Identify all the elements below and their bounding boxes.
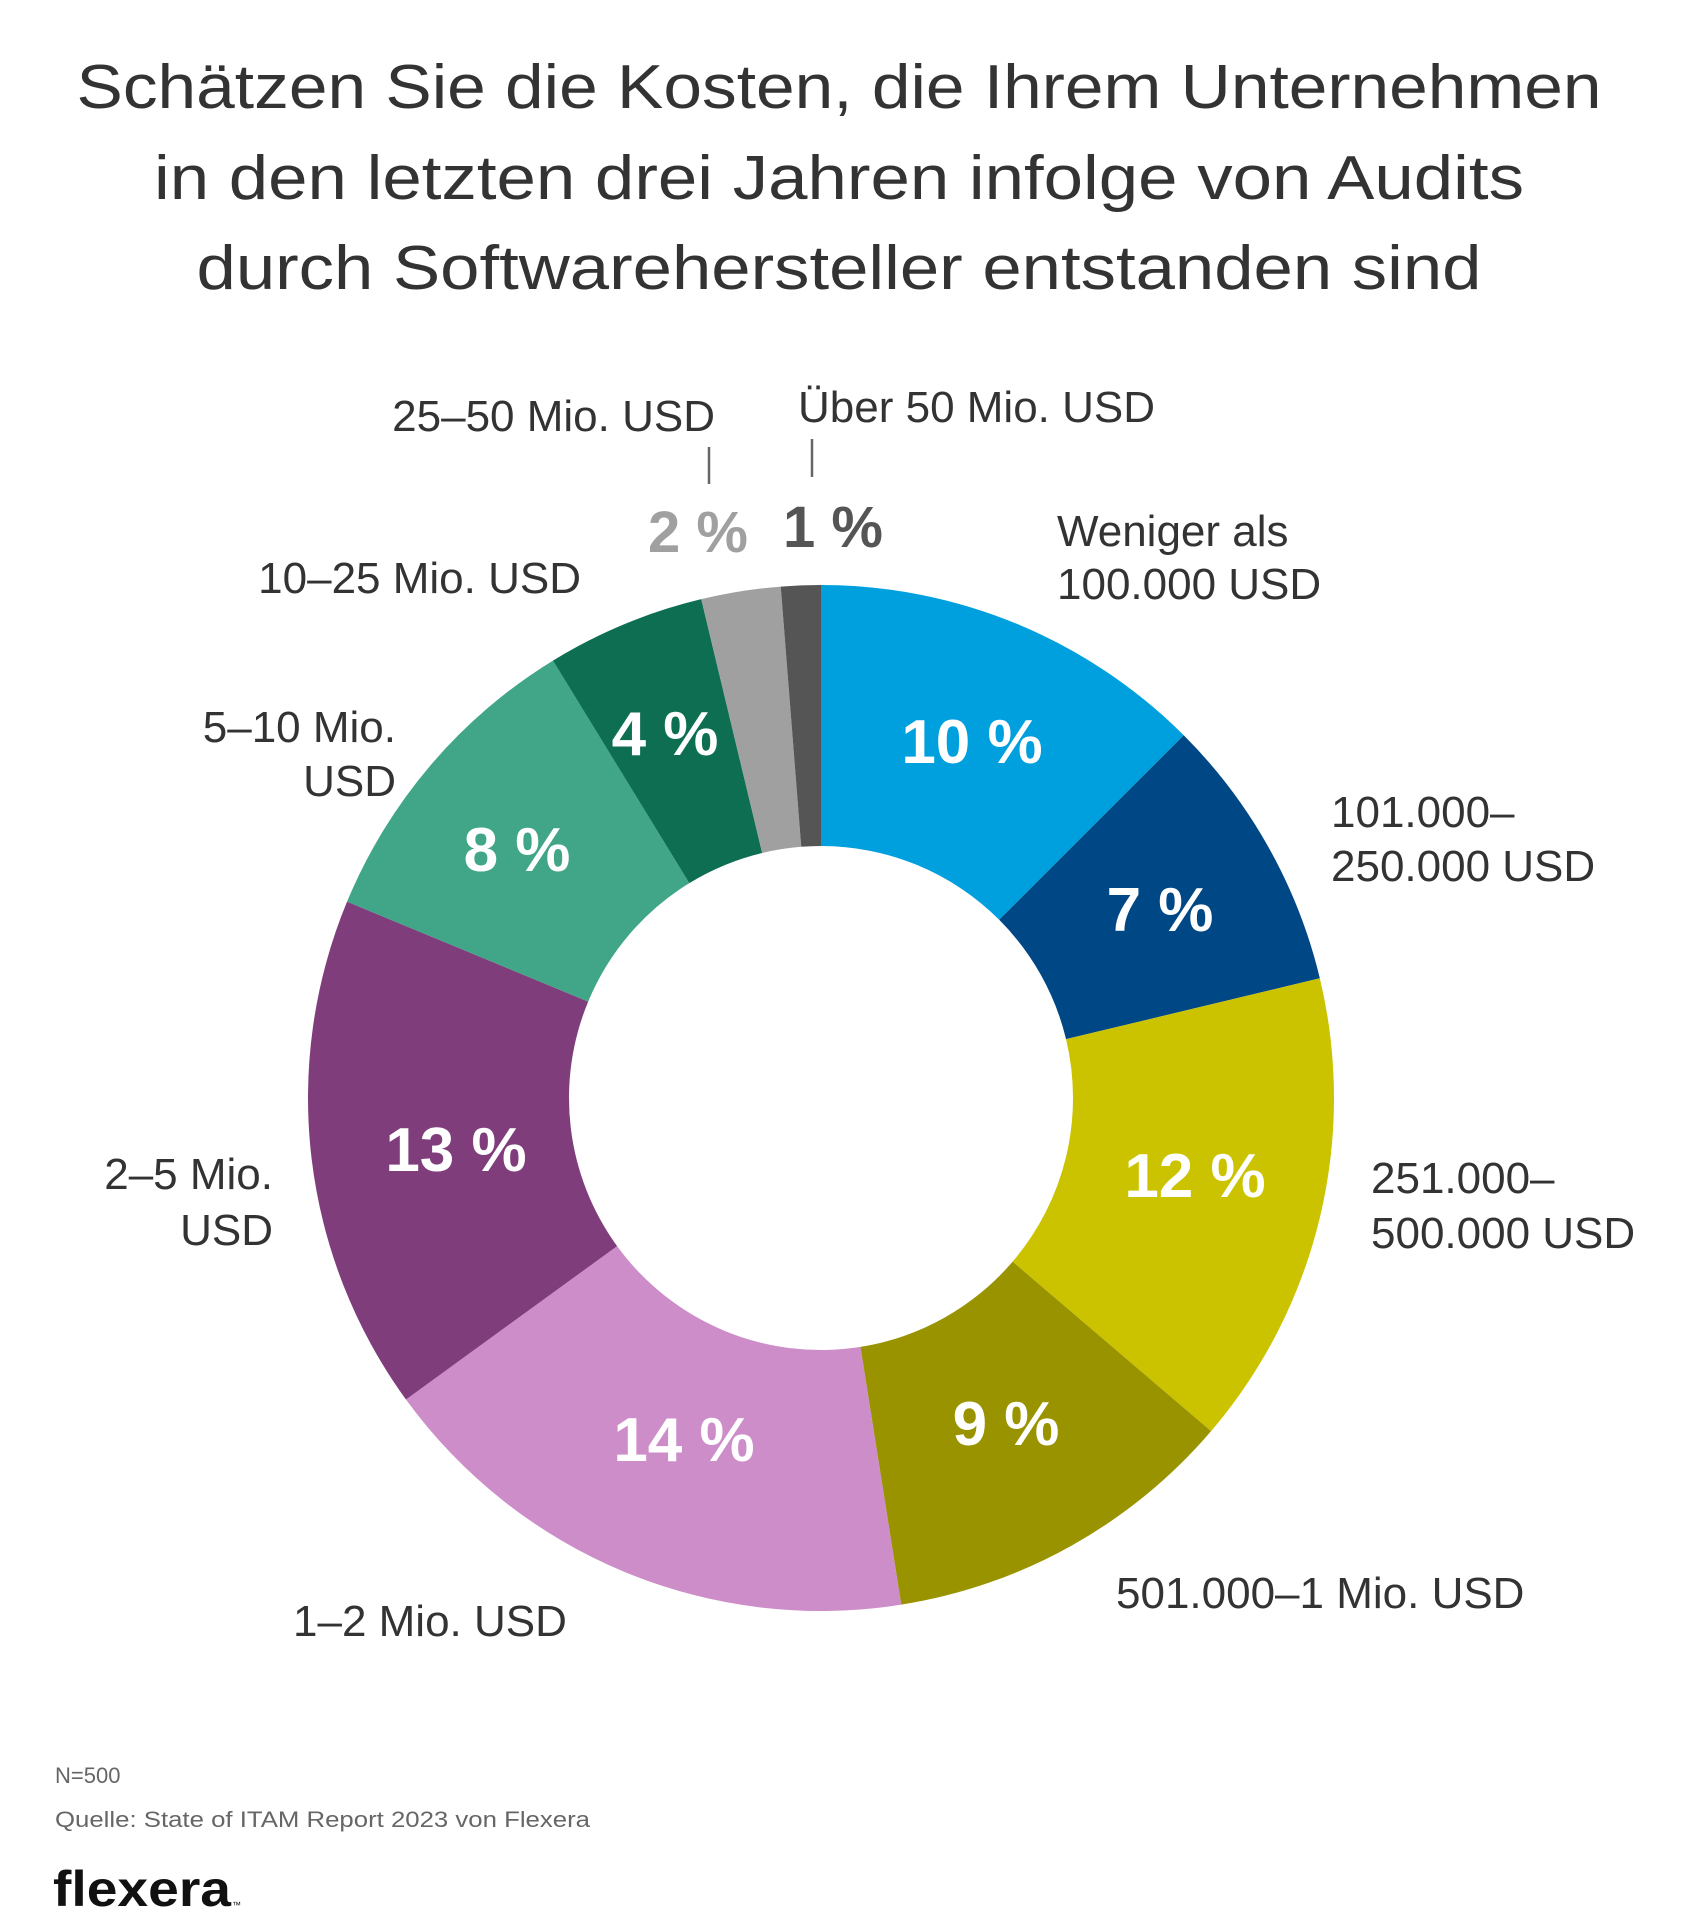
slice-value-label: 2 %	[648, 500, 748, 565]
donut-slice	[701, 586, 802, 853]
source-note: Quelle: State of ITAM Report 2023 von Fl…	[55, 1807, 591, 1832]
slice-category-label: 251.000–	[1371, 1154, 1555, 1203]
slice-category-label: 1–2 Mio. USD	[293, 1597, 567, 1646]
slice-category-label: 5–10 Mio.	[203, 703, 396, 752]
donut-slice	[860, 1261, 1212, 1605]
donut-slice	[405, 1246, 902, 1611]
donut-slice	[308, 901, 618, 1400]
sample-size-note: N=500	[55, 1763, 120, 1788]
slice-category-label: USD	[180, 1206, 273, 1255]
slice-value-label: 13 %	[385, 1116, 526, 1185]
donut-slice	[347, 660, 690, 1002]
donut-slice	[1012, 978, 1334, 1432]
slice-category-label: USD	[303, 757, 396, 806]
slice-category-label: 501.000–1 Mio. USD	[1116, 1569, 1524, 1618]
slice-value-label: 1 %	[783, 495, 883, 560]
donut-slice	[552, 599, 763, 884]
slice-value-label: 7 %	[1107, 876, 1214, 945]
slice-value-label: 12 %	[1124, 1142, 1265, 1211]
slice-category-label: 101.000–	[1331, 788, 1515, 837]
slice-category-label: 250.000 USD	[1331, 842, 1595, 891]
slice-value-labels: 10 % 7 % 12 % 9 % 14 % 13 % 8 % 4 % 2 % 1 %	[385, 495, 1265, 1475]
chart-title: Schätzen Sie die Kosten, die Ihrem Unter…	[77, 53, 1602, 303]
slice-value-label: 14 %	[613, 1406, 754, 1475]
flexera-logo: flexera	[53, 1861, 232, 1917]
donut-slice	[821, 585, 1184, 920]
donut-slice	[999, 735, 1320, 1040]
slice-value-label: 8 %	[464, 816, 571, 885]
slice-category-label: 500.000 USD	[1371, 1209, 1635, 1258]
slice-category-label: 100.000 USD	[1057, 560, 1321, 609]
slice-value-label: 10 %	[901, 708, 1042, 777]
slice-category-label: Weniger als	[1057, 507, 1289, 556]
slice-category-label: 2–5 Mio.	[104, 1150, 273, 1199]
trademark-mark: ™	[232, 1900, 241, 1910]
chart-title-line-3: durch Softwarehersteller entstanden sind	[197, 234, 1482, 303]
slice-category-label: Über 50 Mio. USD	[798, 383, 1155, 432]
slice-value-label: 4 %	[612, 700, 719, 769]
slice-category-label: 10–25 Mio. USD	[258, 554, 581, 603]
donut-slices	[308, 585, 1334, 1611]
chart-footer: N=500 Quelle: State of ITAM Report 2023 …	[53, 1763, 591, 1917]
chart-title-line-2: in den letzten drei Jahren infolge von A…	[154, 144, 1524, 213]
slice-category-label: 25–50 Mio. USD	[392, 392, 715, 441]
donut-slice	[780, 585, 821, 847]
slice-value-label: 9 %	[953, 1390, 1060, 1459]
chart-title-line-1: Schätzen Sie die Kosten, die Ihrem Unter…	[77, 53, 1602, 122]
